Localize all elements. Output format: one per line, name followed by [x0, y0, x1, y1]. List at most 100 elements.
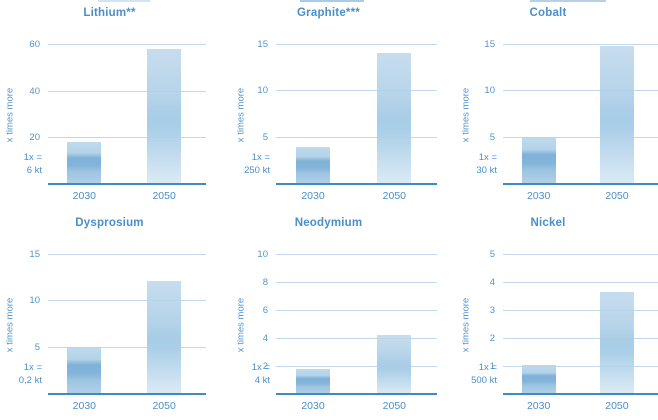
one-x-note-line1: 1x =: [23, 362, 42, 373]
y-tick-label: 5: [262, 132, 268, 144]
one-x-note: 1x = 500 kt: [451, 361, 497, 387]
gridline-overlay: [48, 300, 206, 302]
x-tick-label: 2030: [526, 400, 551, 412]
y-tick-label: 2: [262, 360, 268, 372]
x-tick-label: 2050: [382, 400, 407, 412]
chart-title: Nickel: [530, 217, 566, 229]
bar-2050: [147, 280, 182, 394]
x-tick-label: 2050: [382, 190, 407, 202]
gridline-overlay: [276, 365, 437, 367]
chart-panel-graphite: Graphite*** x times more 5 10 15 2030 2050 1x =…: [219, 0, 438, 210]
y-tick-label: 10: [257, 248, 268, 260]
gridline: [48, 137, 206, 139]
y-tick-label: 4: [262, 332, 268, 344]
gridline-overlay: [276, 137, 437, 139]
y-tick-label: 40: [29, 85, 40, 97]
x-axis-line: [503, 183, 658, 185]
one-x-note-line1: 1x =: [478, 152, 497, 163]
gridline-overlay: [503, 309, 658, 311]
gridline: [48, 90, 206, 92]
clipped-content-fragment: [300, 0, 364, 2]
gridline: [276, 137, 437, 139]
gridline-overlay: [276, 90, 437, 92]
one-x-note: 1x = 30 kt: [451, 151, 497, 177]
gridline: [276, 365, 437, 367]
bar-2030: [296, 369, 331, 394]
gridline: [503, 43, 658, 45]
bar-2050: [599, 291, 634, 394]
gridline-overlay: [503, 337, 658, 339]
y-tick-label: 10: [257, 85, 268, 97]
bar-2050: [599, 46, 634, 184]
chart-panel-cobalt: Cobalt x times more 5 10 15 2030 2050 1x = 30 kt: [438, 0, 658, 210]
gridline: [48, 43, 206, 45]
chart-title: Lithium**: [83, 7, 136, 19]
chart-panel-dysprosium: Dysprosium x times more 5 10 15 2030 2050 1x = 0…: [0, 210, 219, 420]
x-tick-label: 2030: [72, 190, 97, 202]
chart-panel-lithium: Lithium** x times more 20 40 60 2030 2050 1x = 6…: [0, 0, 219, 210]
y-tick-label: 15: [29, 248, 40, 260]
one-x-note-line1: 1x =: [478, 362, 497, 373]
y-tick-label: 8: [262, 276, 268, 288]
gridline-overlay: [48, 253, 206, 255]
gridline-overlay: [276, 281, 437, 283]
gridline-overlay: [48, 43, 206, 45]
x-tick-label: 2050: [605, 400, 629, 412]
chart-title: Neodymium: [294, 217, 363, 229]
x-tick-label: 2030: [72, 400, 97, 412]
gridline-overlay: [48, 90, 206, 92]
gridline: [276, 90, 437, 92]
x-axis-line: [48, 183, 206, 185]
gridline-overlay: [276, 309, 437, 311]
gridline-overlay: [276, 337, 437, 339]
gridline: [276, 337, 437, 339]
one-x-note: 1x = 6 kt: [0, 151, 42, 177]
x-axis-line: [276, 183, 437, 185]
x-tick-label: 2030: [526, 190, 551, 202]
one-x-note-line2: 30 kt: [476, 165, 497, 176]
y-tick-label: 5: [489, 248, 495, 260]
bar-2050: [377, 52, 412, 184]
gridline: [503, 309, 658, 311]
gridline: [503, 253, 658, 255]
gridline-overlay: [276, 253, 437, 255]
gridline-overlay: [503, 253, 658, 255]
x-tick-label: 2050: [605, 190, 629, 202]
one-x-note-line1: 1x =: [251, 152, 270, 163]
gridline: [503, 365, 658, 367]
one-x-note-line2: 0,2 kt: [18, 375, 42, 386]
one-x-note-line2: 6 kt: [26, 165, 42, 176]
one-x-note: 1x = 250 kt: [224, 151, 270, 177]
bar-2050: [147, 48, 182, 184]
gridline: [48, 300, 206, 302]
y-tick-label: 15: [484, 38, 495, 50]
chart-panel-nickel: Nickel x times more 1 2 3 4 5 2030 2050 1x = 500 k…: [438, 210, 658, 420]
gridline: [503, 90, 658, 92]
gridline: [503, 337, 658, 339]
one-x-note: 1x = 0,2 kt: [0, 361, 42, 387]
y-tick-label: 5: [489, 132, 495, 144]
gridline-overlay: [503, 43, 658, 45]
x-tick-label: 2050: [152, 400, 176, 412]
gridline-overlay: [48, 137, 206, 139]
gridline-overlay: [503, 365, 658, 367]
y-tick-label: 15: [257, 38, 268, 50]
x-tick-label: 2030: [301, 190, 325, 202]
clipped-content-fragment: [98, 0, 150, 2]
gridline: [503, 281, 658, 283]
clipped-content-fragment: [530, 0, 606, 2]
x-axis-line: [276, 393, 437, 395]
x-axis-line: [48, 393, 206, 395]
x-tick-label: 2050: [152, 190, 176, 202]
y-tick-label: 10: [29, 295, 40, 307]
gridline: [48, 347, 206, 349]
y-tick-label: 2: [489, 332, 495, 344]
gridline-overlay: [276, 43, 437, 45]
y-tick-label: 20: [29, 132, 40, 144]
x-axis-line: [503, 393, 658, 395]
x-tick-label: 2030: [301, 400, 325, 412]
bar-2030: [521, 137, 556, 184]
gridline: [276, 309, 437, 311]
gridline: [276, 281, 437, 283]
one-x-note-line2: 500 kt: [471, 375, 497, 386]
